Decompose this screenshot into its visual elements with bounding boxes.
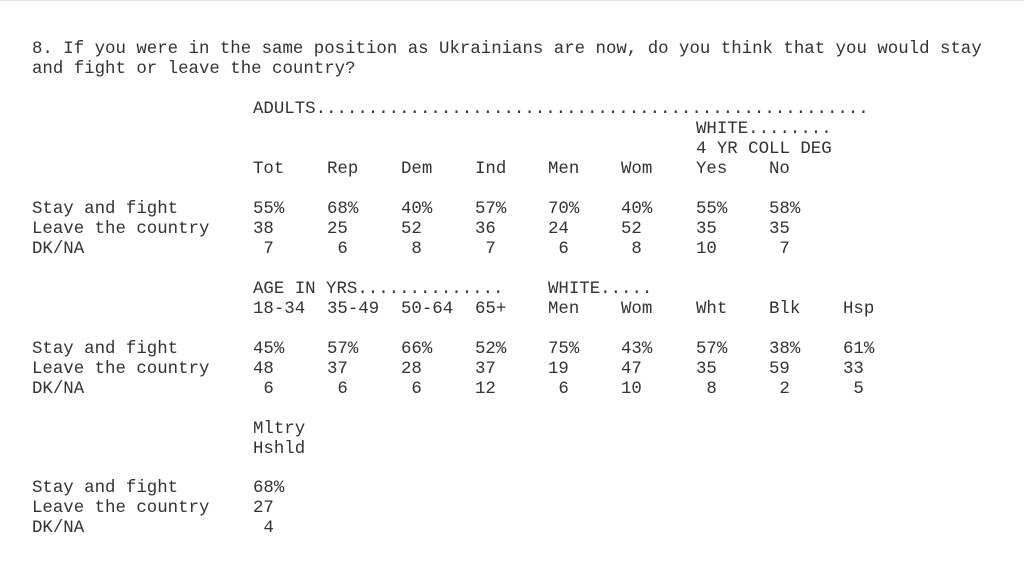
cell-value: 70% [548,200,580,219]
cell-value: 6 [558,240,569,259]
row-label: Leave the country [32,499,210,518]
column-header: 65+ [475,300,507,319]
cell-value: 8 [411,240,422,259]
cell-value: 55% [253,200,285,219]
column-header: Wom [621,160,653,179]
cell-value: 4 [263,519,274,538]
cell-value: 10 [696,240,717,259]
cell-value: 59 [769,360,790,379]
cell-value: 57% [475,200,507,219]
cell-value: 24 [548,220,569,239]
cell-value: 27 [253,499,274,518]
cell-value: 2 [779,380,790,399]
cell-value: 52 [621,220,642,239]
row-label: Leave the country [32,360,210,379]
cell-value: 47 [621,360,642,379]
cell-value: 37 [327,360,348,379]
question: 8. If you were in the same position as U… [32,40,982,79]
cell-value: 61% [843,340,875,359]
row-label: Stay and fight [32,200,179,219]
column-header: Rep [327,160,359,179]
row-label: DK/NA [32,240,85,259]
cell-value: 35 [696,360,717,379]
cell-value: 40% [401,200,433,219]
cell-value: 43% [621,340,653,359]
cell-value: 57% [327,340,359,359]
column-header: Blk [769,300,801,319]
column-header: 35-49 [327,300,380,319]
cell-value: 58% [769,200,801,219]
cell-value: 7 [779,240,790,259]
cell-value: 12 [475,380,496,399]
row-label: Stay and fight [32,479,179,498]
column-header: Wht [696,300,728,319]
cell-value: 8 [631,240,642,259]
row-label: Stay and fight [32,340,179,359]
row-label: Leave the country [32,220,210,239]
row-label: DK/NA [32,380,85,399]
cell-value: 8 [706,380,717,399]
cell-value: 38% [769,340,801,359]
cell-value: 6 [337,240,348,259]
cell-value: 5 [853,380,864,399]
cell-value: 40% [621,200,653,219]
group-header: AGE IN YRS.............. [253,280,504,299]
cell-value: 68% [253,479,285,498]
column-header: Mltry Hshld [253,420,306,459]
column-header: Men [548,300,580,319]
cell-value: 75% [548,340,580,359]
cell-value: 6 [337,380,348,399]
cell-value: 37 [475,360,496,379]
cell-value: 7 [263,240,274,259]
column-header: Dem [401,160,433,179]
cell-value: 45% [253,340,285,359]
group-header: WHITE........ [696,120,832,139]
column-header: 50-64 [401,300,454,319]
cell-value: 33 [843,360,864,379]
column-header: Wom [621,300,653,319]
column-header: Yes [696,160,728,179]
cell-value: 35 [769,220,790,239]
cell-value: 68% [327,200,359,219]
column-header: 18-34 [253,300,306,319]
cell-value: 19 [548,360,569,379]
cell-value: 36 [475,220,496,239]
cell-value: 66% [401,340,433,359]
top-rule [0,0,1024,1]
cell-value: 57% [696,340,728,359]
group-header: WHITE..... [548,280,653,299]
cell-value: 48 [253,360,274,379]
column-header: Hsp [843,300,875,319]
column-header: Ind [475,160,507,179]
column-header: Tot [253,160,285,179]
cell-value: 6 [558,380,569,399]
cell-value: 10 [621,380,642,399]
cell-value: 7 [485,240,496,259]
cell-value: 38 [253,220,274,239]
group-header: 4 YR COLL DEG [696,140,832,159]
cell-value: 55% [696,200,728,219]
cell-value: 25 [327,220,348,239]
cell-value: 6 [411,380,422,399]
group-header: ADULTS..................................… [253,100,869,119]
column-header: Men [548,160,580,179]
cell-value: 28 [401,360,422,379]
column-header: No [769,160,790,179]
row-label: DK/NA [32,519,85,538]
cell-value: 52% [475,340,507,359]
cell-value: 35 [696,220,717,239]
cell-value: 6 [263,380,274,399]
cell-value: 52 [401,220,422,239]
